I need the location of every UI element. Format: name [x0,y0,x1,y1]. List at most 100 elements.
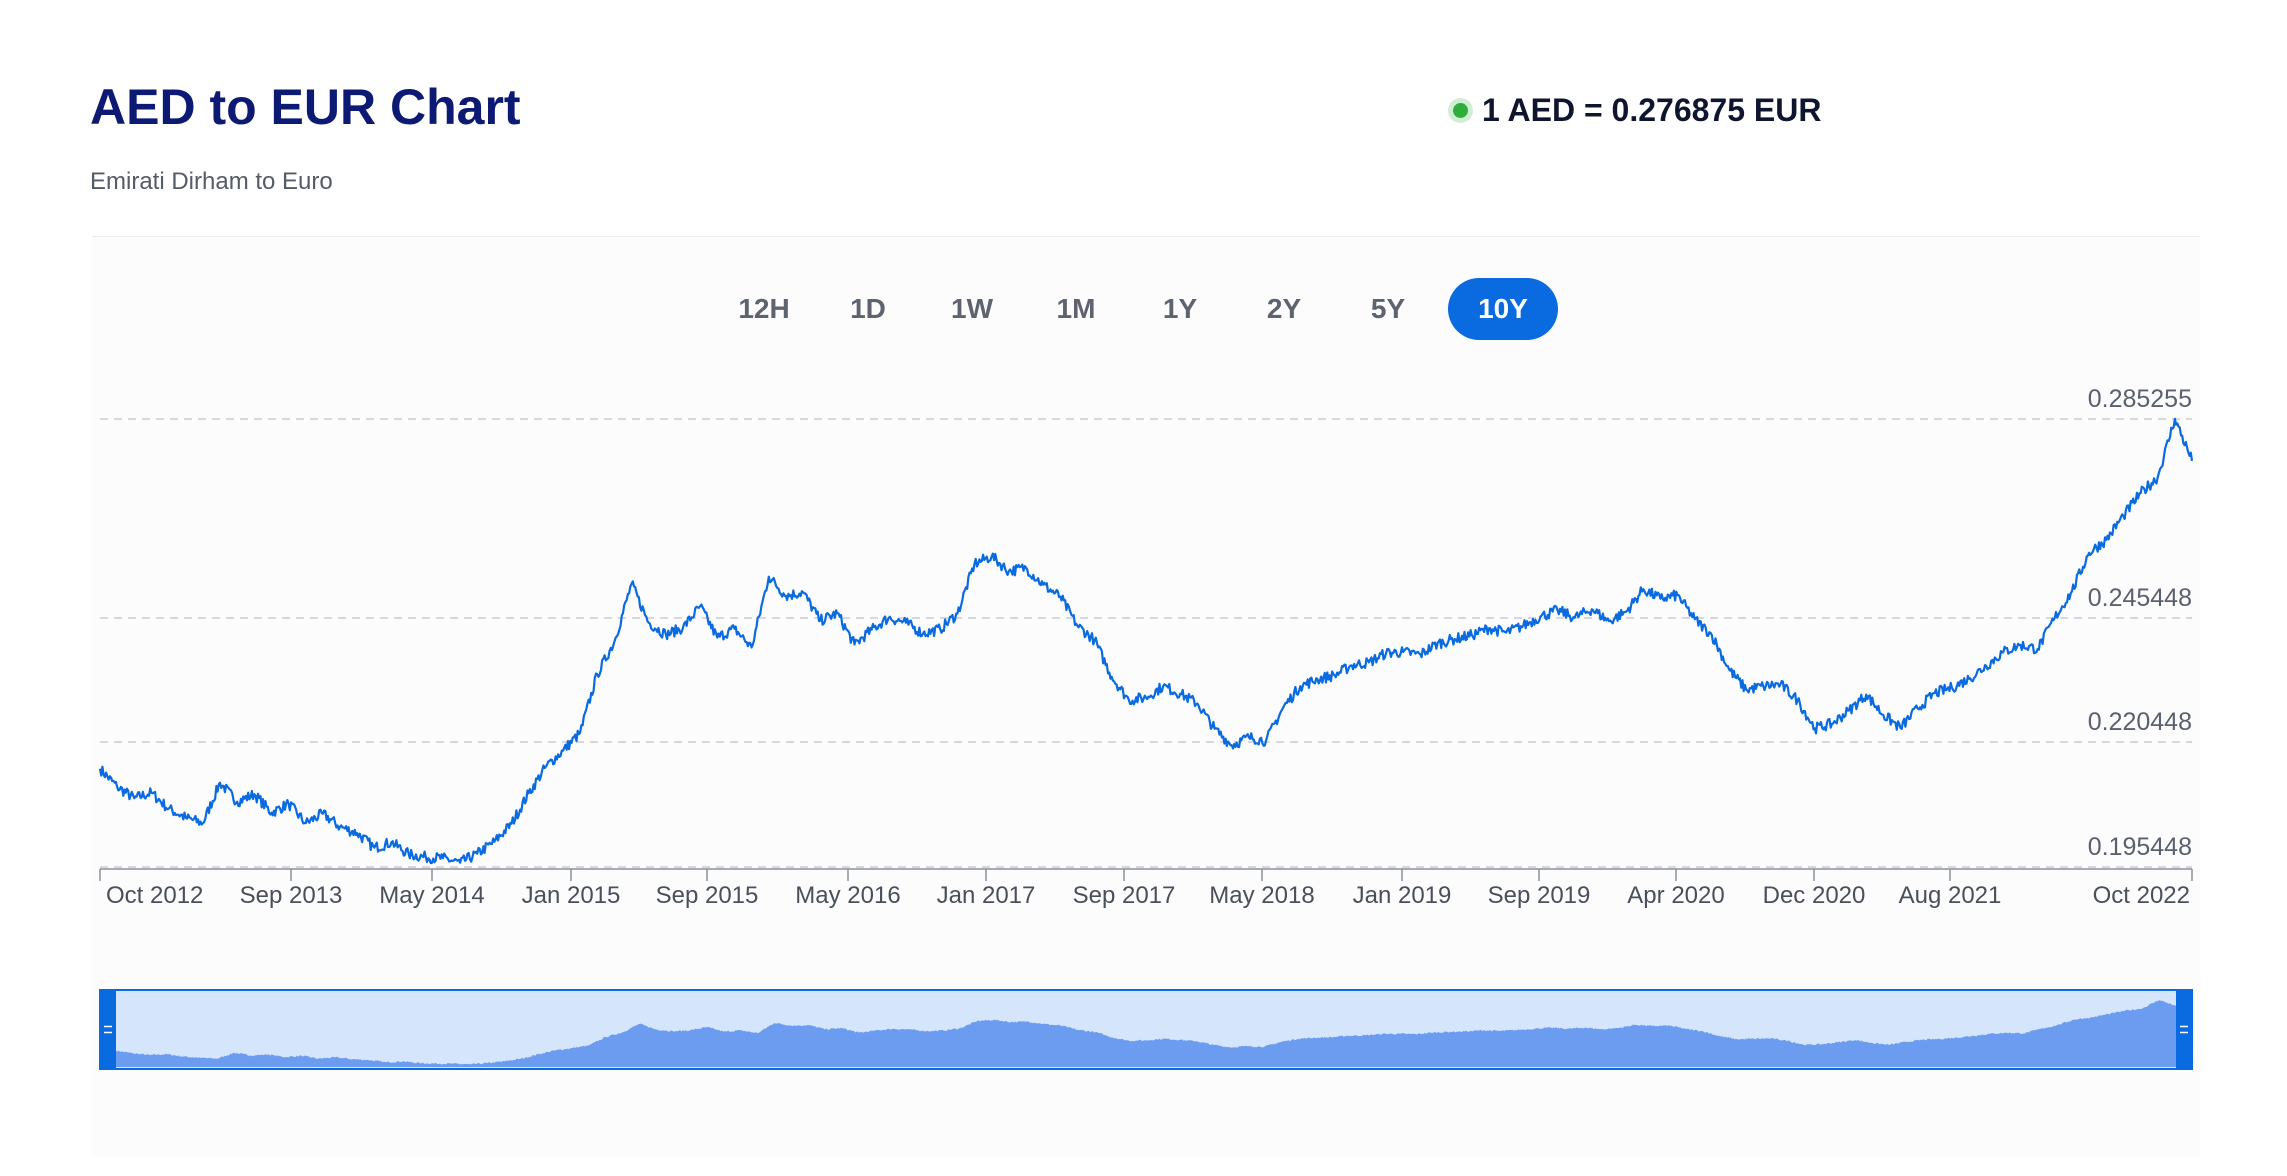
data-point [1280,705,1286,711]
x-tick-label: May 2018 [1209,882,1314,909]
data-point [1503,630,1509,636]
data-point [560,748,566,754]
data-point [1589,606,1595,612]
data-point [869,627,875,633]
data-point [2052,615,2058,621]
data-point [937,626,943,632]
range-tab-1m[interactable]: 1M [1032,278,1120,340]
data-point [1297,683,1303,689]
data-point [611,639,617,645]
data-point [371,845,377,851]
data-point [1074,623,1080,629]
data-point [1726,666,1732,672]
data-point [1846,708,1852,714]
data-point [1606,618,1612,624]
data-point [526,790,532,796]
data-point [97,766,103,772]
data-point [2172,416,2178,422]
range-tab-1y[interactable]: 1Y [1136,278,1224,340]
data-point [474,851,480,857]
data-point [1469,632,1475,638]
data-point [389,839,395,845]
data-point [1435,641,1441,647]
data-point [1194,701,1200,707]
data-point [1366,659,1372,665]
x-tick-label: Oct 2012 [106,882,203,909]
x-tick-label: Aug 2021 [1899,882,2002,909]
x-tick-label: Jan 2019 [1353,882,1452,909]
data-point [1417,651,1423,657]
data-point [543,764,549,770]
data-point [954,611,960,617]
data-point [440,855,446,861]
data-point [1452,636,1458,642]
data-point [1778,681,1784,687]
data-point [1006,568,1012,574]
x-tick-label: Sep 2019 [1488,882,1591,909]
data-point [920,631,926,637]
data-point [1229,742,1235,748]
data-point [2138,490,2144,496]
data-point [509,821,515,827]
range-tab-2y[interactable]: 2Y [1240,278,1328,340]
data-point [1160,683,1166,689]
data-point [1692,616,1698,622]
data-point [234,799,240,805]
range-selector: 12H 1D 1W 1M 1Y 2Y 5Y 10Y [720,278,1574,340]
series-line [98,417,2194,865]
data-point [989,553,995,559]
x-tick-label: Jan 2015 [522,882,621,909]
x-tick-label: Oct 2022 [2093,882,2190,909]
data-point [1332,672,1338,678]
data-point [354,830,360,836]
navigator-right-handle[interactable] [2176,989,2192,1070]
y-tick-label: 0.245448 [2088,584,2192,612]
data-point [2018,642,2024,648]
data-point [697,603,703,609]
data-point [251,791,257,797]
data-point [2103,537,2109,543]
range-tab-1d[interactable]: 1D [824,278,912,340]
data-point [1023,565,1029,571]
data-point [732,626,738,632]
navigator-left-handle[interactable] [100,989,116,1070]
x-tick-label: Sep 2017 [1073,882,1176,909]
range-tab-5y[interactable]: 5Y [1344,278,1432,340]
data-point [1400,649,1406,655]
data-point [183,815,189,821]
data-point [663,632,669,638]
data-point [629,581,635,587]
x-tick-label: Dec 2020 [1763,882,1866,909]
data-point [1795,697,1801,703]
y-tick-label: 0.220448 [2088,708,2192,736]
data-point [2120,513,2126,519]
data-point [886,615,892,621]
range-tab-10y[interactable]: 10Y [1448,278,1558,340]
data-point [1212,726,1218,732]
data-point [1040,582,1046,588]
data-point [2086,550,2092,556]
range-tab-12h[interactable]: 12H [720,278,808,340]
data-point [1092,637,1098,643]
data-point [1829,721,1835,727]
range-tab-1w[interactable]: 1W [928,278,1016,340]
data-point [1555,607,1561,613]
data-point [1675,592,1681,598]
data-point [269,810,275,816]
data-point [1537,614,1543,620]
data-point [2035,646,2041,652]
data-point [1246,734,1252,740]
data-point [1109,674,1115,680]
x-tick-label: May 2016 [795,882,900,909]
data-point [1486,625,1492,631]
data-point [1126,697,1132,703]
data-point [680,625,686,631]
data-point [1915,706,1921,712]
data-point [1349,662,1355,668]
data-point [1743,687,1749,693]
data-point [217,780,223,786]
data-point [1709,632,1715,638]
data-point [749,645,755,651]
data-point [1880,712,1886,718]
